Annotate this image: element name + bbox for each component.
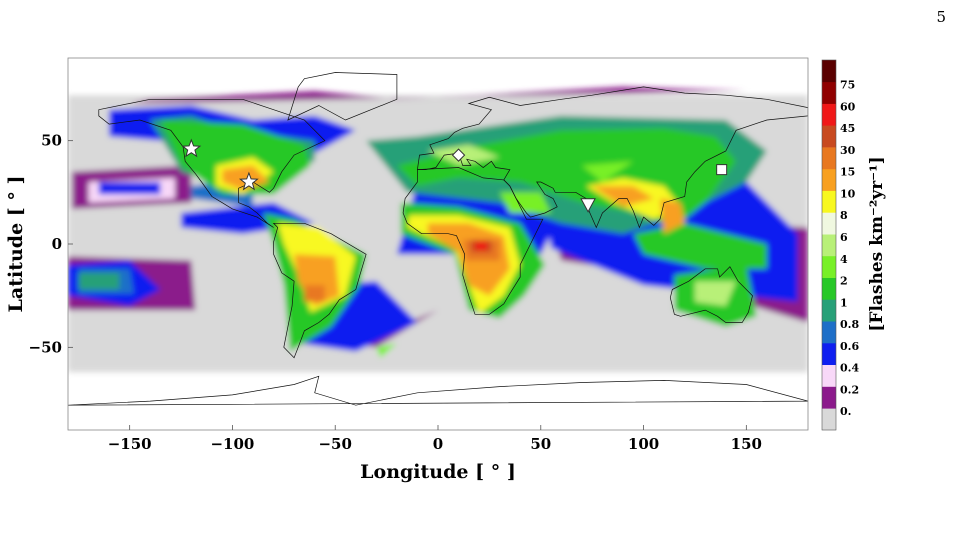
colorbar: 0. 0.2 0.4 0.6 0.8 1 2 4 6 8 10 15 30 45 60 75 [821,59,859,431]
y-axis: −50 0 50 [29,132,73,356]
heatmap-layer [68,58,808,430]
site-markers [181,138,728,213]
site-marker-square [716,164,728,176]
y-tick-label: 50 [41,132,62,150]
colorbar-swatch [822,342,836,365]
colorbar-tick-label: 2 [840,275,848,288]
x-axis: −150 −100 −50 0 50 100 150 [108,425,762,453]
colorbar-swatch [822,60,836,83]
x-tick-label: 100 [628,435,659,453]
colorbar-tick-label: 45 [840,122,855,135]
y-axis-label: Latitude [ ° ] [5,176,27,313]
page-number: 5 [936,8,946,26]
x-tick-label: 150 [731,435,762,453]
y-tick-label: −50 [29,338,62,356]
colorbar-tick-label: 0.2 [840,383,859,396]
colorbar-swatch [822,168,836,191]
colorbar-tick-label: 15 [840,166,855,179]
colorbar-swatch [822,255,836,278]
colorbar-tick-label: 75 [840,79,855,92]
site-marker-star [238,171,259,191]
x-tick-label: 50 [530,435,551,453]
x-axis-label: Longitude [ ° ] [360,461,516,483]
colorbar-tick-label: 30 [840,144,856,157]
colorbar-tick-label: 0.4 [840,362,859,375]
colorbar-swatch [822,190,836,213]
x-tick-label: −150 [108,435,152,453]
colorbar-tick-label: 0.6 [840,340,859,353]
x-tick-label: −50 [318,435,351,453]
colorbar-tick-label: 6 [840,231,848,244]
colorbar-tick-label: 1 [840,296,848,309]
y-tick-label: 0 [52,235,62,253]
colorbar-tick-label: 8 [840,209,848,222]
colorbar-tick-label: 0.8 [840,318,859,331]
x-tick-label: −100 [210,435,254,453]
colorbar-swatch [822,234,836,257]
colorbar-tick-label: 0. [840,405,851,418]
colorbar-swatch [822,299,836,322]
colorbar-tick-label: 10 [840,188,856,201]
colorbar-swatch [822,408,836,431]
x-tick-label: 0 [433,435,443,453]
colorbar-swatch [822,386,836,409]
colorbar-label: [Flashes km⁻²yr⁻¹] [867,156,887,331]
site-marker-diamond [451,148,466,162]
colorbar-swatch [822,277,836,300]
site-marker-star [181,138,202,158]
colorbar-swatch [822,147,836,170]
colorbar-swatch [822,321,836,344]
colorbar-swatch [822,81,836,104]
coastline-outline [68,72,808,406]
colorbar-tick-label: 4 [840,253,848,266]
site-marker-triangle-down [580,198,596,213]
colorbar-swatch [822,212,836,235]
colorbar-swatch [822,125,836,148]
colorbar-swatch [822,103,836,126]
colorbar-tick-label: 60 [840,100,856,113]
colorbar-swatch [822,364,836,387]
